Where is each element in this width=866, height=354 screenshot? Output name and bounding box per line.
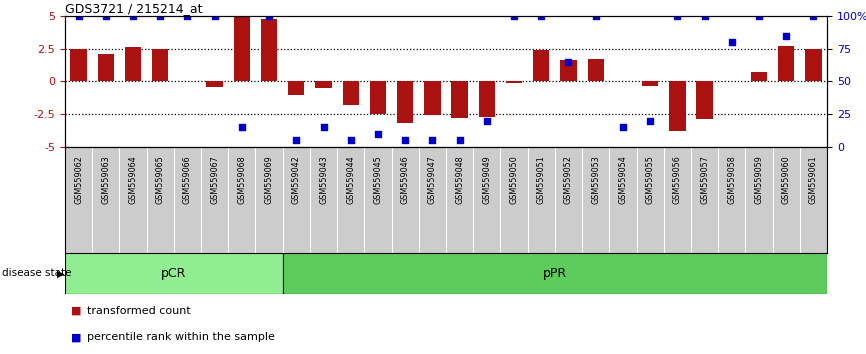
Point — [589, 13, 603, 19]
Bar — [778, 46, 794, 81]
Text: GSM559042: GSM559042 — [292, 155, 301, 204]
Point — [480, 118, 494, 124]
Text: GSM559061: GSM559061 — [809, 155, 818, 204]
Text: disease state: disease state — [2, 268, 71, 279]
Text: GSM559046: GSM559046 — [401, 155, 410, 204]
Text: transformed count: transformed count — [87, 306, 191, 316]
Text: GSM559066: GSM559066 — [183, 155, 192, 204]
Point — [344, 137, 358, 143]
Text: GSM559068: GSM559068 — [237, 155, 246, 204]
Bar — [234, 17, 250, 81]
Bar — [506, 81, 522, 84]
Bar — [65, 253, 282, 294]
Point — [616, 124, 630, 130]
Bar — [288, 81, 305, 95]
Text: GSM559064: GSM559064 — [128, 155, 138, 204]
Text: GSM559049: GSM559049 — [482, 155, 491, 204]
Bar — [70, 48, 87, 81]
Bar — [282, 253, 827, 294]
Bar — [397, 81, 413, 123]
Bar — [642, 81, 658, 86]
Point — [126, 13, 140, 19]
Text: GSM559057: GSM559057 — [700, 155, 709, 204]
Point — [806, 13, 820, 19]
Point — [779, 33, 793, 38]
Point — [398, 137, 412, 143]
Point — [235, 124, 249, 130]
Point — [752, 13, 766, 19]
Point — [453, 137, 467, 143]
Bar — [587, 59, 604, 81]
Text: GDS3721 / 215214_at: GDS3721 / 215214_at — [65, 2, 203, 15]
Point — [72, 13, 86, 19]
Text: GSM559047: GSM559047 — [428, 155, 436, 204]
Point — [425, 137, 439, 143]
Text: GSM559054: GSM559054 — [618, 155, 627, 204]
Text: ■: ■ — [71, 332, 81, 342]
Bar — [424, 81, 441, 115]
Point — [153, 13, 167, 19]
Point — [725, 39, 739, 45]
Text: GSM559055: GSM559055 — [646, 155, 655, 204]
Text: GSM559062: GSM559062 — [74, 155, 83, 204]
Text: ▶: ▶ — [57, 268, 65, 279]
Text: pPR: pPR — [543, 267, 567, 280]
Bar — [343, 81, 359, 105]
Point — [180, 13, 194, 19]
Bar — [451, 81, 468, 118]
Text: GSM559063: GSM559063 — [101, 155, 110, 204]
Point — [371, 131, 385, 137]
Text: GSM559043: GSM559043 — [319, 155, 328, 204]
Bar — [206, 81, 223, 87]
Point — [561, 59, 575, 64]
Bar — [751, 72, 767, 81]
Point — [289, 137, 303, 143]
Point — [643, 118, 657, 124]
Text: GSM559056: GSM559056 — [673, 155, 682, 204]
Point — [534, 13, 548, 19]
Text: GSM559051: GSM559051 — [537, 155, 546, 204]
Bar — [696, 81, 713, 119]
Bar — [152, 48, 168, 81]
Text: GSM559052: GSM559052 — [564, 155, 573, 204]
Text: GSM559065: GSM559065 — [156, 155, 165, 204]
Text: ■: ■ — [71, 306, 81, 316]
Text: GSM559069: GSM559069 — [265, 155, 274, 204]
Text: GSM559059: GSM559059 — [754, 155, 764, 204]
Text: pCR: pCR — [161, 267, 186, 280]
Point — [208, 13, 222, 19]
Bar — [125, 47, 141, 81]
Text: GSM559048: GSM559048 — [456, 155, 464, 204]
Point — [262, 13, 276, 19]
Bar — [315, 81, 332, 88]
Text: percentile rank within the sample: percentile rank within the sample — [87, 332, 275, 342]
Point — [507, 13, 521, 19]
Bar — [669, 81, 686, 131]
Point — [670, 13, 684, 19]
Point — [99, 13, 113, 19]
Bar — [370, 81, 386, 114]
Bar — [533, 50, 549, 81]
Text: GSM559058: GSM559058 — [727, 155, 736, 204]
Text: GSM559060: GSM559060 — [782, 155, 791, 204]
Text: GSM559050: GSM559050 — [509, 155, 519, 204]
Point — [698, 13, 712, 19]
Bar — [261, 18, 277, 81]
Point — [317, 124, 331, 130]
Bar — [98, 54, 114, 81]
Text: GSM559053: GSM559053 — [591, 155, 600, 204]
Text: GSM559045: GSM559045 — [373, 155, 383, 204]
Bar — [805, 48, 822, 81]
Text: GSM559067: GSM559067 — [210, 155, 219, 204]
Bar — [560, 61, 577, 81]
Bar — [479, 81, 495, 117]
Text: GSM559044: GSM559044 — [346, 155, 355, 204]
